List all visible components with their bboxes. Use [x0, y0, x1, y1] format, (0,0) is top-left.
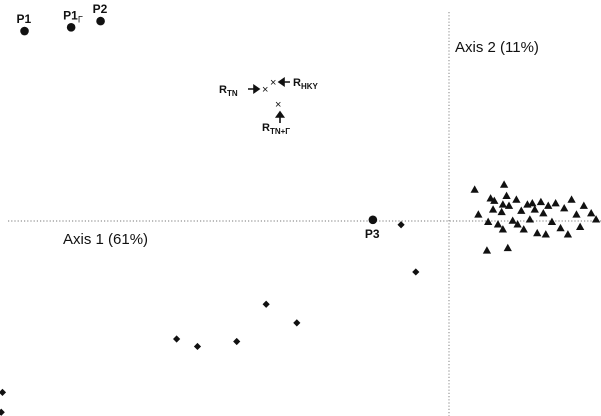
- triangle-point: [484, 217, 493, 226]
- circle-point: [368, 215, 378, 225]
- circle-point: [96, 16, 105, 26]
- triangle-point: [508, 216, 517, 224]
- triangle-point: [519, 225, 528, 233]
- triangle-point: [579, 201, 588, 209]
- triangle-point: [567, 195, 576, 203]
- diamond-point: [397, 221, 405, 229]
- triangle-point: [502, 191, 511, 199]
- diamond-point: [233, 337, 241, 346]
- triangle-point: [498, 200, 508, 208]
- triangle-point: [544, 201, 553, 209]
- diamond-point: [0, 408, 5, 416]
- triangle-point: [530, 205, 539, 213]
- triangle-point: [563, 230, 573, 238]
- triangle-point: [497, 207, 506, 216]
- r-tn-label: RTN: [219, 84, 238, 98]
- triangle-point: [572, 210, 581, 218]
- arrow-right-icon: [248, 83, 261, 95]
- triangle-point: [587, 208, 596, 217]
- triangle-point: [493, 220, 503, 228]
- triangle-point: [482, 246, 492, 254]
- triangle-point: [576, 222, 585, 231]
- diamond-point: [262, 300, 270, 308]
- triangle-point: [525, 215, 535, 223]
- triangle-point: [470, 185, 479, 193]
- triangle-point: [560, 204, 569, 212]
- diamond-point: [173, 335, 181, 343]
- cross-mark-1: ×: [262, 84, 268, 96]
- triangle-point: [504, 201, 514, 209]
- triangle-point: [490, 196, 499, 204]
- triangle-point: [539, 208, 548, 217]
- triangle-point: [547, 217, 557, 226]
- circle-point: [20, 26, 29, 36]
- diamond-point: [412, 268, 420, 276]
- axis-1-title: Axis 1 (61%): [63, 231, 148, 248]
- axis-2-title: Axis 2 (11%): [455, 39, 539, 56]
- inset-legend: RTN × × RHKY × RTN+Γ: [219, 76, 319, 136]
- triangle-point: [541, 230, 550, 238]
- r-tn-gamma-label: RTN+Γ: [262, 122, 290, 136]
- point-label: P1: [17, 12, 32, 26]
- point-label: P2: [93, 2, 108, 16]
- r-hky-label: RHKY: [293, 77, 319, 91]
- triangle-point: [513, 220, 522, 228]
- diamond-point: [0, 388, 7, 397]
- circle-point: [66, 23, 76, 32]
- diamond-point: [293, 319, 301, 327]
- triangle-point: [488, 205, 498, 213]
- triangle-point: [556, 223, 565, 232]
- triangle-point: [528, 199, 537, 207]
- diamond-point: [193, 342, 202, 351]
- triangle-point: [498, 225, 508, 233]
- triangle-point: [551, 199, 560, 207]
- arrow-left-icon: [277, 76, 290, 88]
- cross-mark-3: ×: [275, 99, 281, 111]
- point-label: P3: [365, 227, 380, 241]
- triangle-point: [591, 215, 601, 223]
- triangle-point: [474, 210, 483, 218]
- triangle-point: [517, 206, 526, 214]
- arrow-up-icon: [274, 110, 286, 123]
- triangle-point: [536, 197, 546, 206]
- triangle-point: [533, 228, 542, 237]
- triangle-point: [499, 180, 509, 188]
- cross-mark-2: ×: [270, 77, 276, 89]
- triangle-point: [503, 243, 512, 252]
- point-label: P1Γ: [63, 8, 83, 24]
- triangle-point: [512, 195, 521, 203]
